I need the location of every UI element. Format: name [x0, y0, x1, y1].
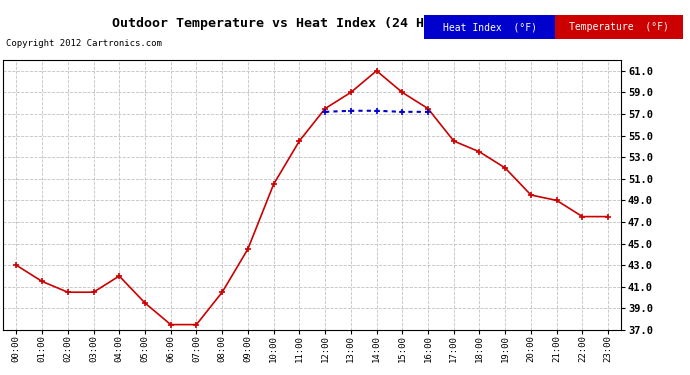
- Text: Copyright 2012 Cartronics.com: Copyright 2012 Cartronics.com: [6, 39, 161, 48]
- Text: Heat Index  (°F): Heat Index (°F): [443, 22, 537, 32]
- Text: Temperature  (°F): Temperature (°F): [569, 22, 669, 32]
- Text: Outdoor Temperature vs Heat Index (24 Hours) 20121121: Outdoor Temperature vs Heat Index (24 Ho…: [112, 17, 536, 30]
